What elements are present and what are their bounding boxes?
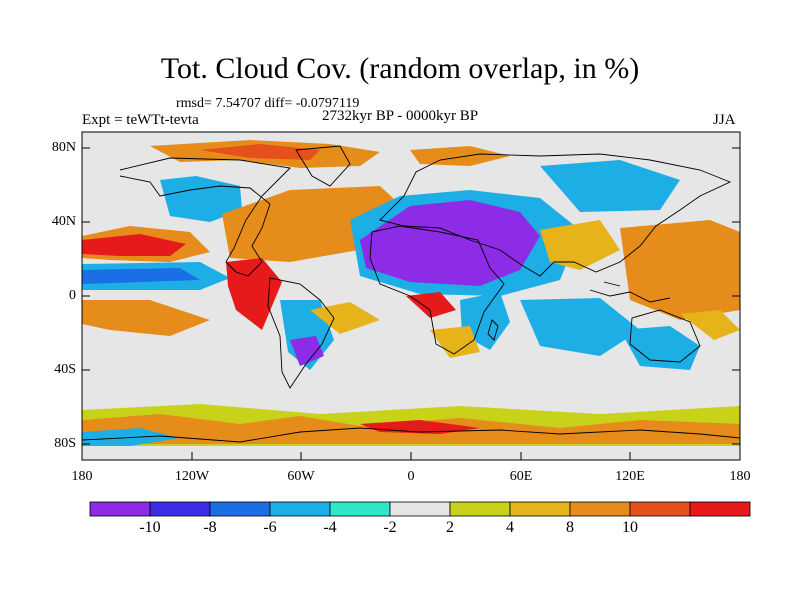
coast-antarctica: [82, 427, 740, 443]
colorbar-swatch: [569, 501, 631, 517]
field-australia-blue: [620, 326, 700, 370]
lat-label-40n: 40N: [51, 214, 76, 229]
lon-label-180w: 180: [71, 469, 93, 484]
colorbar-swatch: [449, 501, 511, 517]
lon-label-120e: 120E: [615, 469, 645, 484]
field-east-pacific-red: [226, 258, 282, 330]
lon-label-120w: 120W: [174, 469, 210, 484]
experiment-label: Expt = teWTt-tevta: [82, 112, 199, 128]
field-wpacific-orange: [620, 220, 740, 320]
coast-north-america: [119, 157, 291, 277]
field-arctic-red: [200, 144, 320, 160]
field-tasman-orange: [680, 310, 740, 340]
lat-label-40s: 40S: [54, 362, 76, 377]
lon-label-60w: 60W: [287, 469, 315, 484]
lon-label-60e: 60E: [509, 469, 533, 484]
coast-madagascar: [487, 319, 499, 341]
colorbar: [89, 501, 751, 517]
colorbar-label: 10: [622, 519, 638, 536]
colorbar-swatch: [389, 501, 451, 517]
colorbar-swatch: [689, 501, 751, 517]
coastlines: [82, 145, 740, 443]
field-tropical-pacific-darkblue: [82, 268, 200, 284]
season-label: JJA: [713, 112, 736, 128]
colorbar-label: -8: [203, 519, 217, 536]
lat-label-80n: 80N: [51, 140, 76, 155]
field-south-pacific-orange: [82, 300, 210, 336]
coast-greenland: [295, 145, 351, 187]
field-sahara-purple: [360, 200, 540, 286]
colorbar-label: -4: [323, 519, 337, 536]
colorbar-swatch: [209, 501, 271, 517]
field-south-africa-orange: [430, 326, 480, 358]
colorbar-label: 4: [506, 519, 514, 536]
cloud-field: [82, 132, 740, 460]
colorbar-swatch: [89, 501, 151, 517]
colorbar-swatch: [329, 501, 391, 517]
period-label: 2732kyr BP - 0000kyr BP: [322, 108, 479, 124]
colorbar-label: 2: [446, 519, 454, 536]
colorbar-label: -10: [139, 519, 161, 536]
colorbar-swatch: [149, 501, 211, 517]
colorbar-swatch: [269, 501, 331, 517]
axis-ticks: [81, 147, 741, 460]
field-africa-equator-red: [406, 292, 456, 318]
colorbar-label: -6: [263, 519, 277, 536]
colorbar-label: 8: [566, 519, 574, 536]
field-antarctic-blue: [82, 428, 180, 446]
statistics-text: rmsd= 7.54707 diff= -0.0797119: [176, 96, 360, 111]
lon-label-0: 0: [407, 469, 415, 484]
field-central-asia-orange: [540, 220, 620, 270]
lat-label-80s: 80S: [54, 436, 76, 451]
coast-south-america: [267, 277, 335, 389]
map-title: Tot. Cloud Cov. (random overlap, in %): [160, 52, 640, 85]
colorbar-label: -2: [383, 519, 397, 536]
coast-eurasia: [379, 153, 732, 277]
field-indian-ocean-blue: [520, 298, 640, 356]
field-north-europe-orange: [410, 146, 510, 166]
lat-label-0: 0: [69, 288, 76, 303]
coast-indonesia: [589, 281, 671, 303]
field-npacific-red: [82, 234, 186, 256]
colorbar-swatch: [509, 501, 571, 517]
lon-label-180e: 180: [729, 469, 751, 484]
field-samerica-purple: [290, 336, 324, 366]
coast-africa: [369, 225, 505, 355]
field-siberia-blue: [540, 160, 680, 212]
field-canada-blue: [160, 176, 242, 222]
colorbar-swatch: [629, 501, 691, 517]
field-antarctic-red: [360, 420, 480, 434]
coast-australia: [629, 309, 701, 363]
